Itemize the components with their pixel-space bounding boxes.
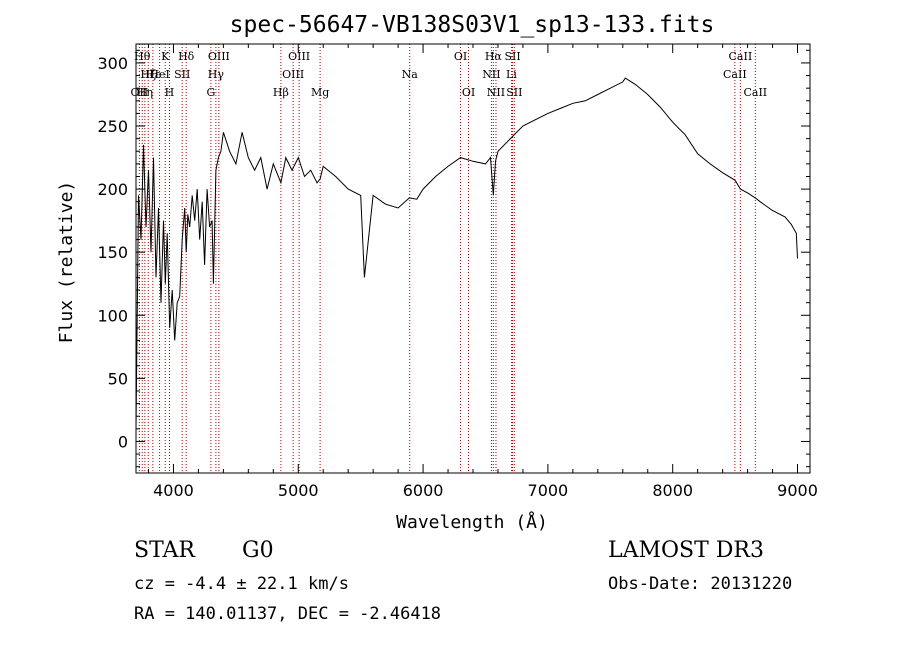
line-marker-label-18: OI bbox=[454, 50, 467, 63]
y-tick-label-5: 250 bbox=[97, 117, 128, 136]
line-marker-label-27: CaII bbox=[729, 50, 753, 63]
line-marker-label-22: NII bbox=[487, 86, 505, 99]
y-tick-label-1: 50 bbox=[108, 369, 128, 388]
x-tick-label-3: 7000 bbox=[528, 481, 569, 500]
line-marker-label-12: OIII bbox=[208, 50, 230, 63]
line-marker-label-3: Hζ bbox=[140, 68, 156, 81]
spectrum-line bbox=[135, 77, 798, 429]
object-subclass: G0 bbox=[242, 538, 274, 563]
x-tick-label-1: 5000 bbox=[278, 481, 319, 500]
line-marker-label-21: Hα bbox=[485, 50, 503, 63]
observation-date: Obs-Date: 20131220 bbox=[608, 574, 793, 594]
line-marker-label-19: OI bbox=[462, 86, 475, 99]
line-marker-label-8: SII bbox=[174, 68, 190, 81]
y-tick-labels: 0 50 100 150 200 250 300 bbox=[97, 54, 128, 452]
line-marker-label-24: SII bbox=[504, 50, 520, 63]
line-marker-label-7: H bbox=[165, 86, 175, 99]
y-tick-label-0: 0 bbox=[118, 432, 128, 451]
y-tick-label-2: 100 bbox=[97, 306, 128, 325]
line-marker-label-6: K bbox=[161, 50, 170, 63]
line-marker-label-20: NII bbox=[482, 68, 500, 81]
object-class: STAR bbox=[134, 538, 195, 563]
line-marker-label-0: OII bbox=[131, 86, 149, 99]
line-marker-label-10: G bbox=[206, 86, 215, 99]
spectral-line-markers bbox=[138, 44, 756, 473]
line-marker-label-14: OIII bbox=[282, 68, 304, 81]
line-marker-label-9: Hδ bbox=[178, 50, 195, 63]
y-tick-label-6: 300 bbox=[97, 54, 128, 73]
line-marker-label-25: SII bbox=[506, 86, 522, 99]
survey-name: LAMOST DR3 bbox=[608, 538, 764, 563]
redshift-line: cz = -4.4 ± 22.1 km/s bbox=[134, 574, 349, 594]
line-marker-label-5: HeI bbox=[149, 68, 169, 81]
x-axis-label: Wavelength (Å) bbox=[396, 511, 548, 533]
line-marker-label-23: Li bbox=[506, 68, 517, 81]
x-tick-label-5: 9000 bbox=[777, 481, 818, 500]
axis-ticks bbox=[136, 44, 810, 473]
line-marker-label-2: Hη bbox=[137, 86, 153, 99]
line-marker-label-26: CaII bbox=[723, 68, 747, 81]
line-marker-label-16: Mg bbox=[311, 86, 329, 99]
x-tick-label-2: 6000 bbox=[403, 481, 444, 500]
plot-frame bbox=[135, 43, 811, 474]
chart-title: spec-56647-VB138S03V1_sp13-133.fits bbox=[230, 12, 715, 38]
y-axis-label: Flux (relative) bbox=[56, 181, 77, 344]
x-tick-label-4: 8000 bbox=[652, 481, 693, 500]
line-marker-label-15: OIII bbox=[288, 50, 310, 63]
y-tick-label-3: 150 bbox=[97, 243, 128, 262]
line-marker-label-13: Hβ bbox=[273, 86, 289, 99]
line-marker-label-11: Hγ bbox=[208, 68, 225, 81]
line-marker-label-17: Na bbox=[402, 68, 419, 81]
coordinates-line: RA = 140.01137, DEC = -2.46418 bbox=[134, 604, 442, 624]
x-tick-label-0: 4000 bbox=[153, 481, 194, 500]
line-marker-label-28: CaII bbox=[743, 86, 767, 99]
line-marker-label-4: Hε bbox=[145, 68, 161, 81]
x-tick-labels: 4000 5000 6000 7000 8000 9000 bbox=[153, 481, 818, 500]
y-tick-label-4: 200 bbox=[97, 180, 128, 199]
line-marker-label-1: Hθ bbox=[134, 50, 151, 63]
